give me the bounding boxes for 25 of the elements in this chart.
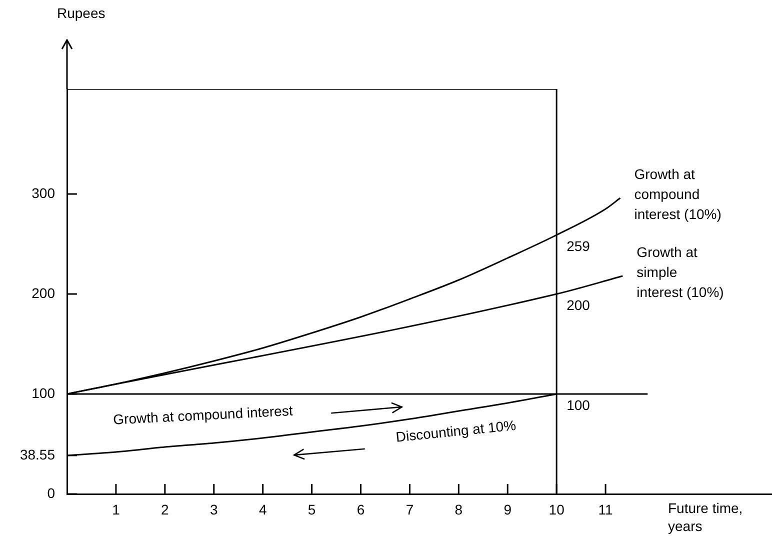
y-axis-title: Rupees: [57, 4, 106, 21]
annotation: Discounting at 10%: [395, 416, 517, 445]
x-tick-label: 2: [161, 501, 170, 518]
series-label: Growth at simple interest (10%): [636, 244, 724, 300]
y-tick-label: 300: [32, 184, 56, 201]
series-label: Growth at compound interest (10%): [634, 166, 722, 222]
x-tick-label: 3: [210, 501, 218, 518]
data-label: 100: [566, 396, 590, 413]
x-tick-label: 1: [112, 501, 120, 518]
data-label: 259: [566, 238, 590, 254]
x-tick-label: 5: [308, 501, 316, 518]
annotation: Growth at compound interest: [112, 402, 294, 428]
x-tick-label: 11: [598, 501, 614, 518]
data-label: 200: [566, 296, 590, 313]
x-tick-label: 4: [258, 501, 267, 518]
x-tick-label: 8: [454, 501, 463, 518]
y-tick-label: 38.55: [20, 446, 56, 462]
x-tick-label: 10: [548, 501, 565, 518]
x-tick-label: 9: [504, 501, 512, 518]
y-tick-label: 200: [32, 284, 56, 301]
y-tick-label: 0: [47, 484, 56, 501]
x-axis-title: Future time, years: [668, 500, 743, 534]
x-tick-label: 7: [406, 501, 414, 518]
y-tick-label: 100: [32, 384, 56, 401]
x-tick-label: 6: [356, 501, 365, 518]
